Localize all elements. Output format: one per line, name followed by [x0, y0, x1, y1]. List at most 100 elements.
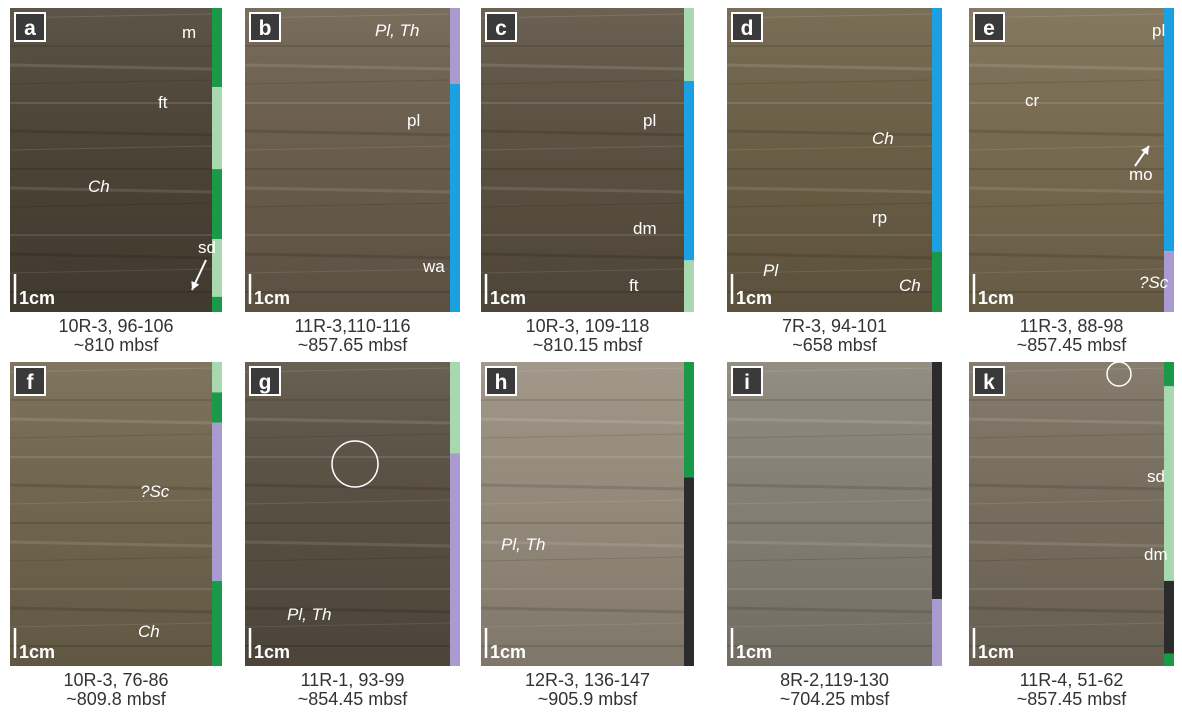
panel: h Pl, Th 1cm [481, 362, 694, 666]
photo-shade [245, 8, 450, 312]
facies-strip [684, 362, 694, 478]
panel-letter: k [983, 371, 995, 394]
annotation: Ch [138, 622, 160, 641]
panel: k sd dm 1cm [969, 362, 1174, 666]
annotation: wa [422, 257, 445, 276]
scale-label: 1cm [490, 642, 526, 662]
caption-sample: 11R-3,110-116 [294, 316, 410, 336]
facies-strip [1164, 654, 1174, 666]
facies-strip [450, 453, 460, 666]
caption-depth: ~810.15 mbsf [533, 335, 644, 355]
panel-letter: f [27, 371, 35, 394]
photo-shade [969, 8, 1164, 312]
annotation: Pl [763, 261, 779, 280]
facies-strip [450, 362, 460, 453]
photo-shade [481, 8, 684, 312]
caption-sample: 12R-3, 136-147 [525, 670, 650, 690]
annotation: mo [1129, 165, 1153, 184]
panel-letter: h [495, 371, 508, 394]
facies-strip [932, 362, 942, 599]
scale-label: 1cm [736, 288, 772, 308]
caption-sample: 7R-3, 94-101 [782, 316, 887, 336]
photo-shade [10, 362, 212, 666]
annotation: dm [1144, 545, 1168, 564]
annotation: pl [407, 111, 420, 130]
facies-strip [450, 84, 460, 312]
annotation: Pl, Th [501, 535, 545, 554]
annotation: Ch [872, 129, 894, 148]
caption-depth: ~658 mbsf [792, 335, 878, 355]
facies-strip [1164, 362, 1174, 386]
facies-strip [932, 8, 942, 251]
annotation: ft [629, 276, 639, 295]
scale-label: 1cm [490, 288, 526, 308]
caption-depth: ~854.45 mbsf [298, 689, 409, 709]
facies-strip [212, 392, 222, 422]
panel-letter: i [744, 371, 750, 394]
caption-depth: ~810 mbsf [74, 335, 160, 355]
caption-sample: 11R-1, 93-99 [301, 670, 405, 690]
facies-strip [212, 423, 222, 581]
facies-strip [212, 87, 222, 169]
panel: i 1cm [727, 362, 942, 666]
panel-letter: d [741, 17, 754, 40]
annotation: pl [643, 111, 656, 130]
photo-shade [481, 362, 684, 666]
caption-depth: ~809.8 mbsf [66, 689, 167, 709]
caption-sample: 11R-4, 51-62 [1020, 670, 1124, 690]
panel-letter: e [983, 17, 995, 40]
annotation: ?Sc [1139, 273, 1169, 292]
facies-strip [932, 599, 942, 666]
panel-letter: b [259, 17, 272, 40]
facies-strip [212, 362, 222, 392]
caption-sample: 11R-3, 88-98 [1020, 316, 1124, 336]
photo-shade [727, 362, 932, 666]
annotation: m [182, 23, 196, 42]
scale-label: 1cm [254, 642, 290, 662]
caption-depth: ~704.25 mbsf [780, 689, 891, 709]
photo-shade [245, 362, 450, 666]
annotation: Pl, Th [375, 21, 419, 40]
caption-sample: 10R-3, 109-118 [526, 316, 650, 336]
scale-label: 1cm [736, 642, 772, 662]
facies-strip [1164, 8, 1174, 251]
caption-sample: 8R-2,119-130 [780, 670, 889, 690]
facies-strip [1164, 581, 1174, 654]
panel-letter: a [24, 17, 36, 40]
scale-label: 1cm [978, 642, 1014, 662]
annotation: pl [1152, 21, 1165, 40]
scale-label: 1cm [19, 642, 55, 662]
caption-sample: 10R-3, 96-106 [58, 316, 173, 336]
facies-strip [450, 8, 460, 84]
scale-label: 1cm [254, 288, 290, 308]
caption-depth: ~905.9 mbsf [538, 689, 639, 709]
facies-strip [684, 478, 694, 666]
facies-strip [212, 8, 222, 87]
facies-strip [212, 297, 222, 312]
facies-strip [212, 169, 222, 239]
caption-sample: 10R-3, 76-86 [63, 670, 168, 690]
photo-shade [727, 8, 932, 312]
annotation: sd [198, 238, 216, 257]
caption-depth: ~857.45 mbsf [1017, 335, 1128, 355]
facies-strip [212, 581, 222, 666]
facies-strip [684, 8, 694, 81]
annotation: dm [633, 219, 657, 238]
annotation: sd [1147, 467, 1165, 486]
annotation: Ch [899, 276, 921, 295]
photo-shade [10, 8, 212, 312]
scale-label: 1cm [978, 288, 1014, 308]
panel: b Pl, Th pl wa 1cm [245, 8, 460, 312]
panel: c pl dm ft 1cm [481, 8, 694, 312]
annotation: rp [872, 208, 887, 227]
annotation: Pl, Th [287, 605, 331, 624]
panel-letter: c [495, 17, 507, 40]
facies-strip [684, 81, 694, 260]
figure: a m ft Ch sd 1cm 10R-3, 96-106~810 mbsf b Pl, Th… [0, 0, 1182, 718]
photo-shade [969, 362, 1164, 666]
annotation: ft [158, 93, 168, 112]
